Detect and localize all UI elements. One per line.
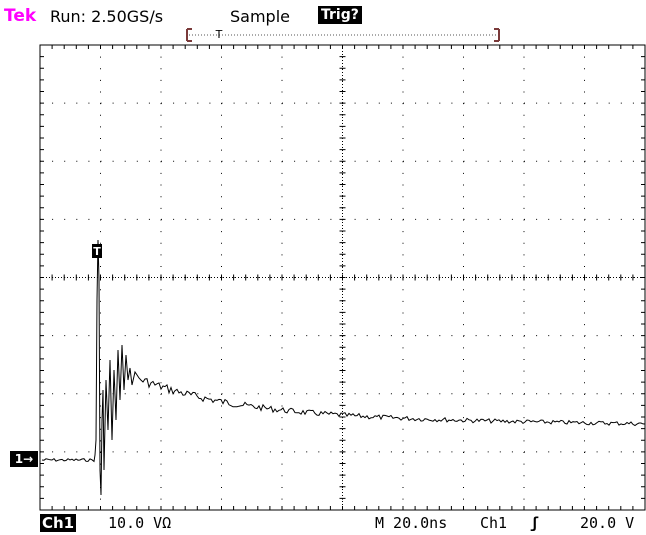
record-position-bar: T: [186, 28, 500, 42]
trigger-status-badge: Trig?: [318, 6, 362, 24]
vertical-scale: 10.0 VΩ: [108, 514, 172, 532]
channel-badge: Ch1: [40, 514, 77, 532]
brand-logo: Tek: [4, 6, 37, 26]
run-status: Run: 2.50GS/s: [50, 7, 164, 26]
acquisition-mode: Sample: [230, 7, 290, 26]
settings-readout: Ch1 10.0 VΩ M 20.0ns Ch1 ʃ 20.0 V: [0, 510, 646, 535]
trigger-slope-icon: ʃ: [530, 514, 540, 532]
trigger-source: Ch1: [480, 514, 508, 532]
ch1-ground-marker: 1→: [10, 451, 38, 467]
timebase-readout: M 20.0ns: [375, 514, 448, 532]
ch1-ground-label: 1→: [15, 452, 33, 466]
trigger-position-label: T: [93, 245, 101, 258]
ch1-waveform: [41, 239, 646, 496]
status-bar: Tek Run: 2.50GS/s Sample Trig?: [0, 0, 646, 30]
graticule: [39, 44, 646, 511]
trigger-level: 20.0 V: [580, 514, 635, 532]
record-trigger-marker: T: [215, 28, 223, 41]
trigger-position-indicator: T: [92, 244, 102, 258]
